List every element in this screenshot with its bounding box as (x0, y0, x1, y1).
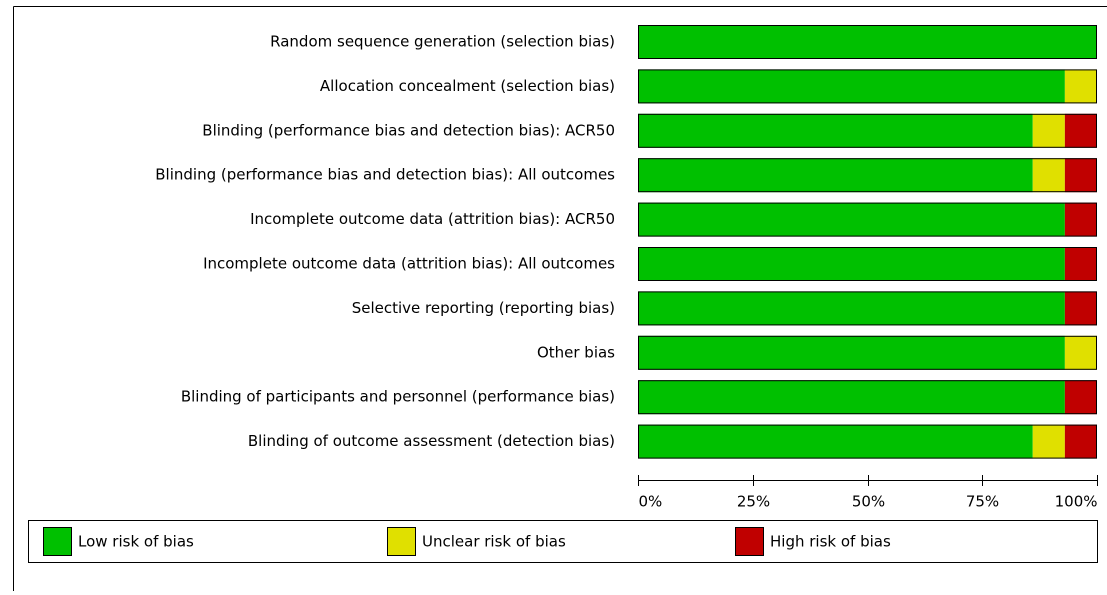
bar-segment (1064, 247, 1097, 281)
bar-segment (1032, 158, 1065, 193)
legend-box (28, 520, 1098, 563)
category-label: Blinding of outcome assessment (detectio… (248, 432, 615, 450)
bar-segment (638, 25, 1097, 59)
category-label: Incomplete outcome data (attrition bias)… (250, 210, 615, 228)
bar-segment (638, 202, 1065, 237)
bar-segment (1032, 424, 1065, 459)
x-tick-label: 100% (1055, 493, 1098, 511)
bar-segment (638, 424, 1033, 459)
x-tick-label: 0% (639, 493, 663, 511)
legend-label: Unclear risk of bias (422, 533, 566, 551)
bar-segment (1064, 380, 1097, 415)
bar-segment (638, 335, 1065, 370)
bar-segment (1064, 335, 1097, 370)
legend-label: Low risk of bias (78, 533, 194, 551)
bar-segment (1064, 424, 1097, 459)
legend-label: High risk of bias (770, 533, 891, 551)
bar-outline (638, 335, 1097, 370)
bar-segment (1064, 202, 1097, 237)
bar-segment (638, 113, 1033, 148)
category-label: Selective reporting (reporting bias) (352, 299, 615, 317)
legend-swatch (735, 527, 764, 556)
category-label: Blinding of participants and personnel (… (181, 388, 615, 406)
bar-outline (638, 291, 1097, 326)
legend-swatch (43, 527, 72, 556)
bar-segment (638, 247, 1065, 281)
bar-outline (638, 247, 1097, 281)
bar-segment (638, 380, 1065, 415)
bar-segment (1032, 113, 1065, 148)
category-label: Allocation concealment (selection bias) (320, 77, 615, 95)
x-tick-label: 75% (966, 493, 999, 511)
bar-segment (638, 291, 1065, 326)
bar-segment (1064, 158, 1097, 193)
bar-segment (1064, 291, 1097, 326)
bar-outline (638, 424, 1097, 459)
bar-outline (638, 380, 1097, 415)
bar-segment (1064, 113, 1097, 148)
bar-outline (638, 113, 1097, 148)
bar-outline (638, 25, 1097, 59)
bar-segment (638, 158, 1033, 193)
category-label: Blinding (performance bias and detection… (155, 166, 615, 184)
x-tick-label: 50% (852, 493, 885, 511)
legend-swatch (387, 527, 416, 556)
bar-segment (1064, 69, 1097, 104)
bar-outline (638, 202, 1097, 237)
category-label: Other bias (537, 343, 615, 361)
bar-segment (638, 69, 1065, 104)
bar-outline (638, 158, 1097, 193)
category-label: Incomplete outcome data (attrition bias)… (203, 255, 615, 273)
category-label: Random sequence generation (selection bi… (270, 33, 615, 51)
x-tick-label: 25% (737, 493, 770, 511)
bar-outline (638, 69, 1097, 104)
category-label: Blinding (performance bias and detection… (202, 121, 615, 139)
